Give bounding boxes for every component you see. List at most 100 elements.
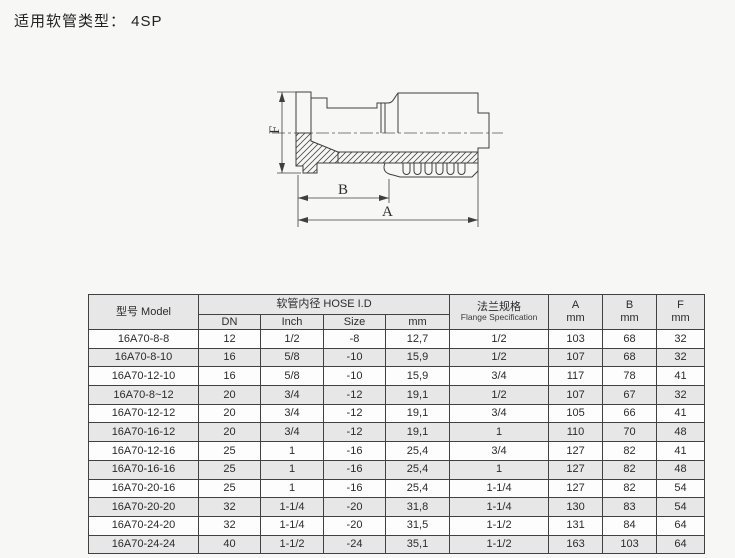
col-header-a-letter: A [571, 299, 580, 312]
cell-model: 16A70-12-16 [88, 441, 199, 461]
col-header-flange: 法兰规格 Flange Specification [449, 294, 550, 330]
col-header-inch: Inch [260, 314, 324, 330]
cell-b: 82 [602, 441, 658, 461]
cell-model: 16A70-16-16 [88, 459, 199, 480]
cell-size: -16 [323, 441, 386, 461]
cell-mm: 31,5 [384, 515, 451, 536]
cell-f: 41 [656, 366, 706, 387]
cell-inch: 1 [260, 478, 324, 499]
spec-table-body: 16A70-8-8 12 1/2 -8 12,7 1/2 103 68 32 16A70-8-10… [88, 329, 706, 555]
cell-b: 66 [602, 403, 658, 424]
cell-model: 16A70-24-24 [88, 534, 199, 555]
table-row: 16A70-8~12 20 3/4 -12 19,1 1/2 107 67 32 [88, 385, 706, 405]
cell-b: 103 [602, 534, 658, 555]
cell-dn: 12 [198, 329, 261, 349]
table-row: 16A70-12-12 20 3/4 -12 19,1 3/4 105 66 41 [88, 403, 706, 424]
cell-dn: 25 [198, 478, 261, 499]
table-row: 16A70-20-16 25 1 -16 25,4 1-1/4 127 82 54 [88, 478, 706, 499]
cell-f: 32 [656, 329, 706, 349]
dim-label-f: F [267, 126, 283, 134]
cell-flange: 1-1/4 [449, 478, 550, 499]
cell-dn: 32 [198, 497, 261, 517]
table-row: 16A70-24-24 40 1-1/2 -24 35,1 1-1/2 163 103 64 [88, 534, 706, 555]
table-row: 16A70-24-20 32 1-1/4 -20 31,5 1-1/2 131 84 64 [88, 515, 706, 536]
fitting-upper-profile [295, 91, 490, 158]
col-header-flange-cn: 法兰规格 [477, 300, 522, 313]
cell-f: 64 [656, 515, 706, 536]
cell-b: 68 [602, 347, 658, 368]
cell-flange: 1-1/4 [449, 497, 550, 517]
dim-label-a: A [382, 204, 393, 220]
cell-dn: 25 [198, 441, 261, 461]
ferrule-serrations [402, 163, 466, 175]
cell-flange: 1 [449, 459, 550, 480]
dimension-f [277, 91, 301, 174]
cell-b: 78 [602, 366, 658, 387]
cell-a: 105 [548, 403, 604, 424]
cell-flange: 3/4 [449, 441, 550, 461]
cell-a: 163 [548, 534, 604, 555]
cell-mm: 25,4 [384, 441, 451, 461]
cell-flange: 3/4 [449, 366, 550, 387]
cell-a: 127 [548, 459, 604, 480]
cell-size: -16 [323, 478, 386, 499]
fitting-technical-drawing: F B A [260, 70, 520, 245]
cell-flange: 1-1/2 [449, 515, 550, 536]
cell-b: 70 [602, 422, 658, 443]
cell-dn: 32 [198, 515, 261, 536]
col-header-model: 型号 Model [88, 294, 199, 330]
cell-size: -24 [323, 534, 386, 555]
cell-b: 84 [602, 515, 658, 536]
dim-label-b: B [338, 182, 348, 198]
cell-inch: 1/2 [260, 329, 324, 349]
col-header-hose-id-group: 软管内径 HOSE I.D [197, 294, 451, 315]
dimension-a [298, 165, 479, 227]
cell-a: 127 [548, 441, 604, 461]
cell-a: 130 [548, 497, 604, 517]
cell-size: -20 [323, 497, 386, 517]
cell-f: 41 [656, 403, 706, 424]
table-row: 16A70-12-10 16 5/8 -10 15,9 3/4 117 78 41 [88, 366, 706, 387]
cell-mm: 31,8 [384, 497, 451, 517]
cell-f: 54 [656, 497, 706, 517]
cell-f: 48 [656, 422, 706, 443]
cell-flange: 1/2 [449, 385, 550, 405]
cell-model: 16A70-20-16 [88, 478, 199, 499]
cell-a: 107 [548, 347, 604, 368]
cell-a: 107 [548, 385, 604, 405]
cell-model: 16A70-12-12 [88, 403, 199, 424]
col-header-f: F mm [656, 294, 706, 330]
table-row: 16A70-8-8 12 1/2 -8 12,7 1/2 103 68 32 [88, 329, 706, 349]
cell-b: 67 [602, 385, 658, 405]
cell-model: 16A70-24-20 [88, 515, 199, 536]
cell-size: -8 [323, 329, 386, 349]
cell-inch: 5/8 [260, 347, 324, 368]
col-header-a: A mm [548, 294, 604, 330]
cell-model: 16A70-20-20 [88, 497, 199, 517]
tube-section [337, 151, 479, 164]
cell-b: 83 [602, 497, 658, 517]
fitting-section [295, 132, 479, 178]
cell-inch: 1 [260, 459, 324, 480]
cell-size: -12 [323, 403, 386, 424]
cell-b: 68 [602, 329, 658, 349]
cell-mm: 19,1 [384, 422, 451, 443]
cell-dn: 25 [198, 459, 261, 480]
col-header-flange-en: Flange Specification [460, 312, 538, 323]
cell-f: 64 [656, 534, 706, 555]
cell-inch: 1 [260, 441, 324, 461]
col-header-b-letter: B [625, 299, 634, 312]
cell-inch: 3/4 [260, 403, 324, 424]
col-header-b-unit: mm [620, 312, 639, 324]
cell-mm: 35,1 [384, 534, 451, 555]
flange-section [295, 132, 339, 174]
cell-a: 110 [548, 422, 604, 443]
cell-mm: 19,1 [384, 385, 451, 405]
cell-f: 41 [656, 441, 706, 461]
cell-dn: 16 [198, 366, 261, 387]
cell-inch: 5/8 [260, 366, 324, 387]
cell-size: -10 [323, 366, 386, 387]
cell-a: 103 [548, 329, 604, 349]
cell-inch: 3/4 [260, 385, 324, 405]
cell-mm: 15,9 [384, 366, 451, 387]
